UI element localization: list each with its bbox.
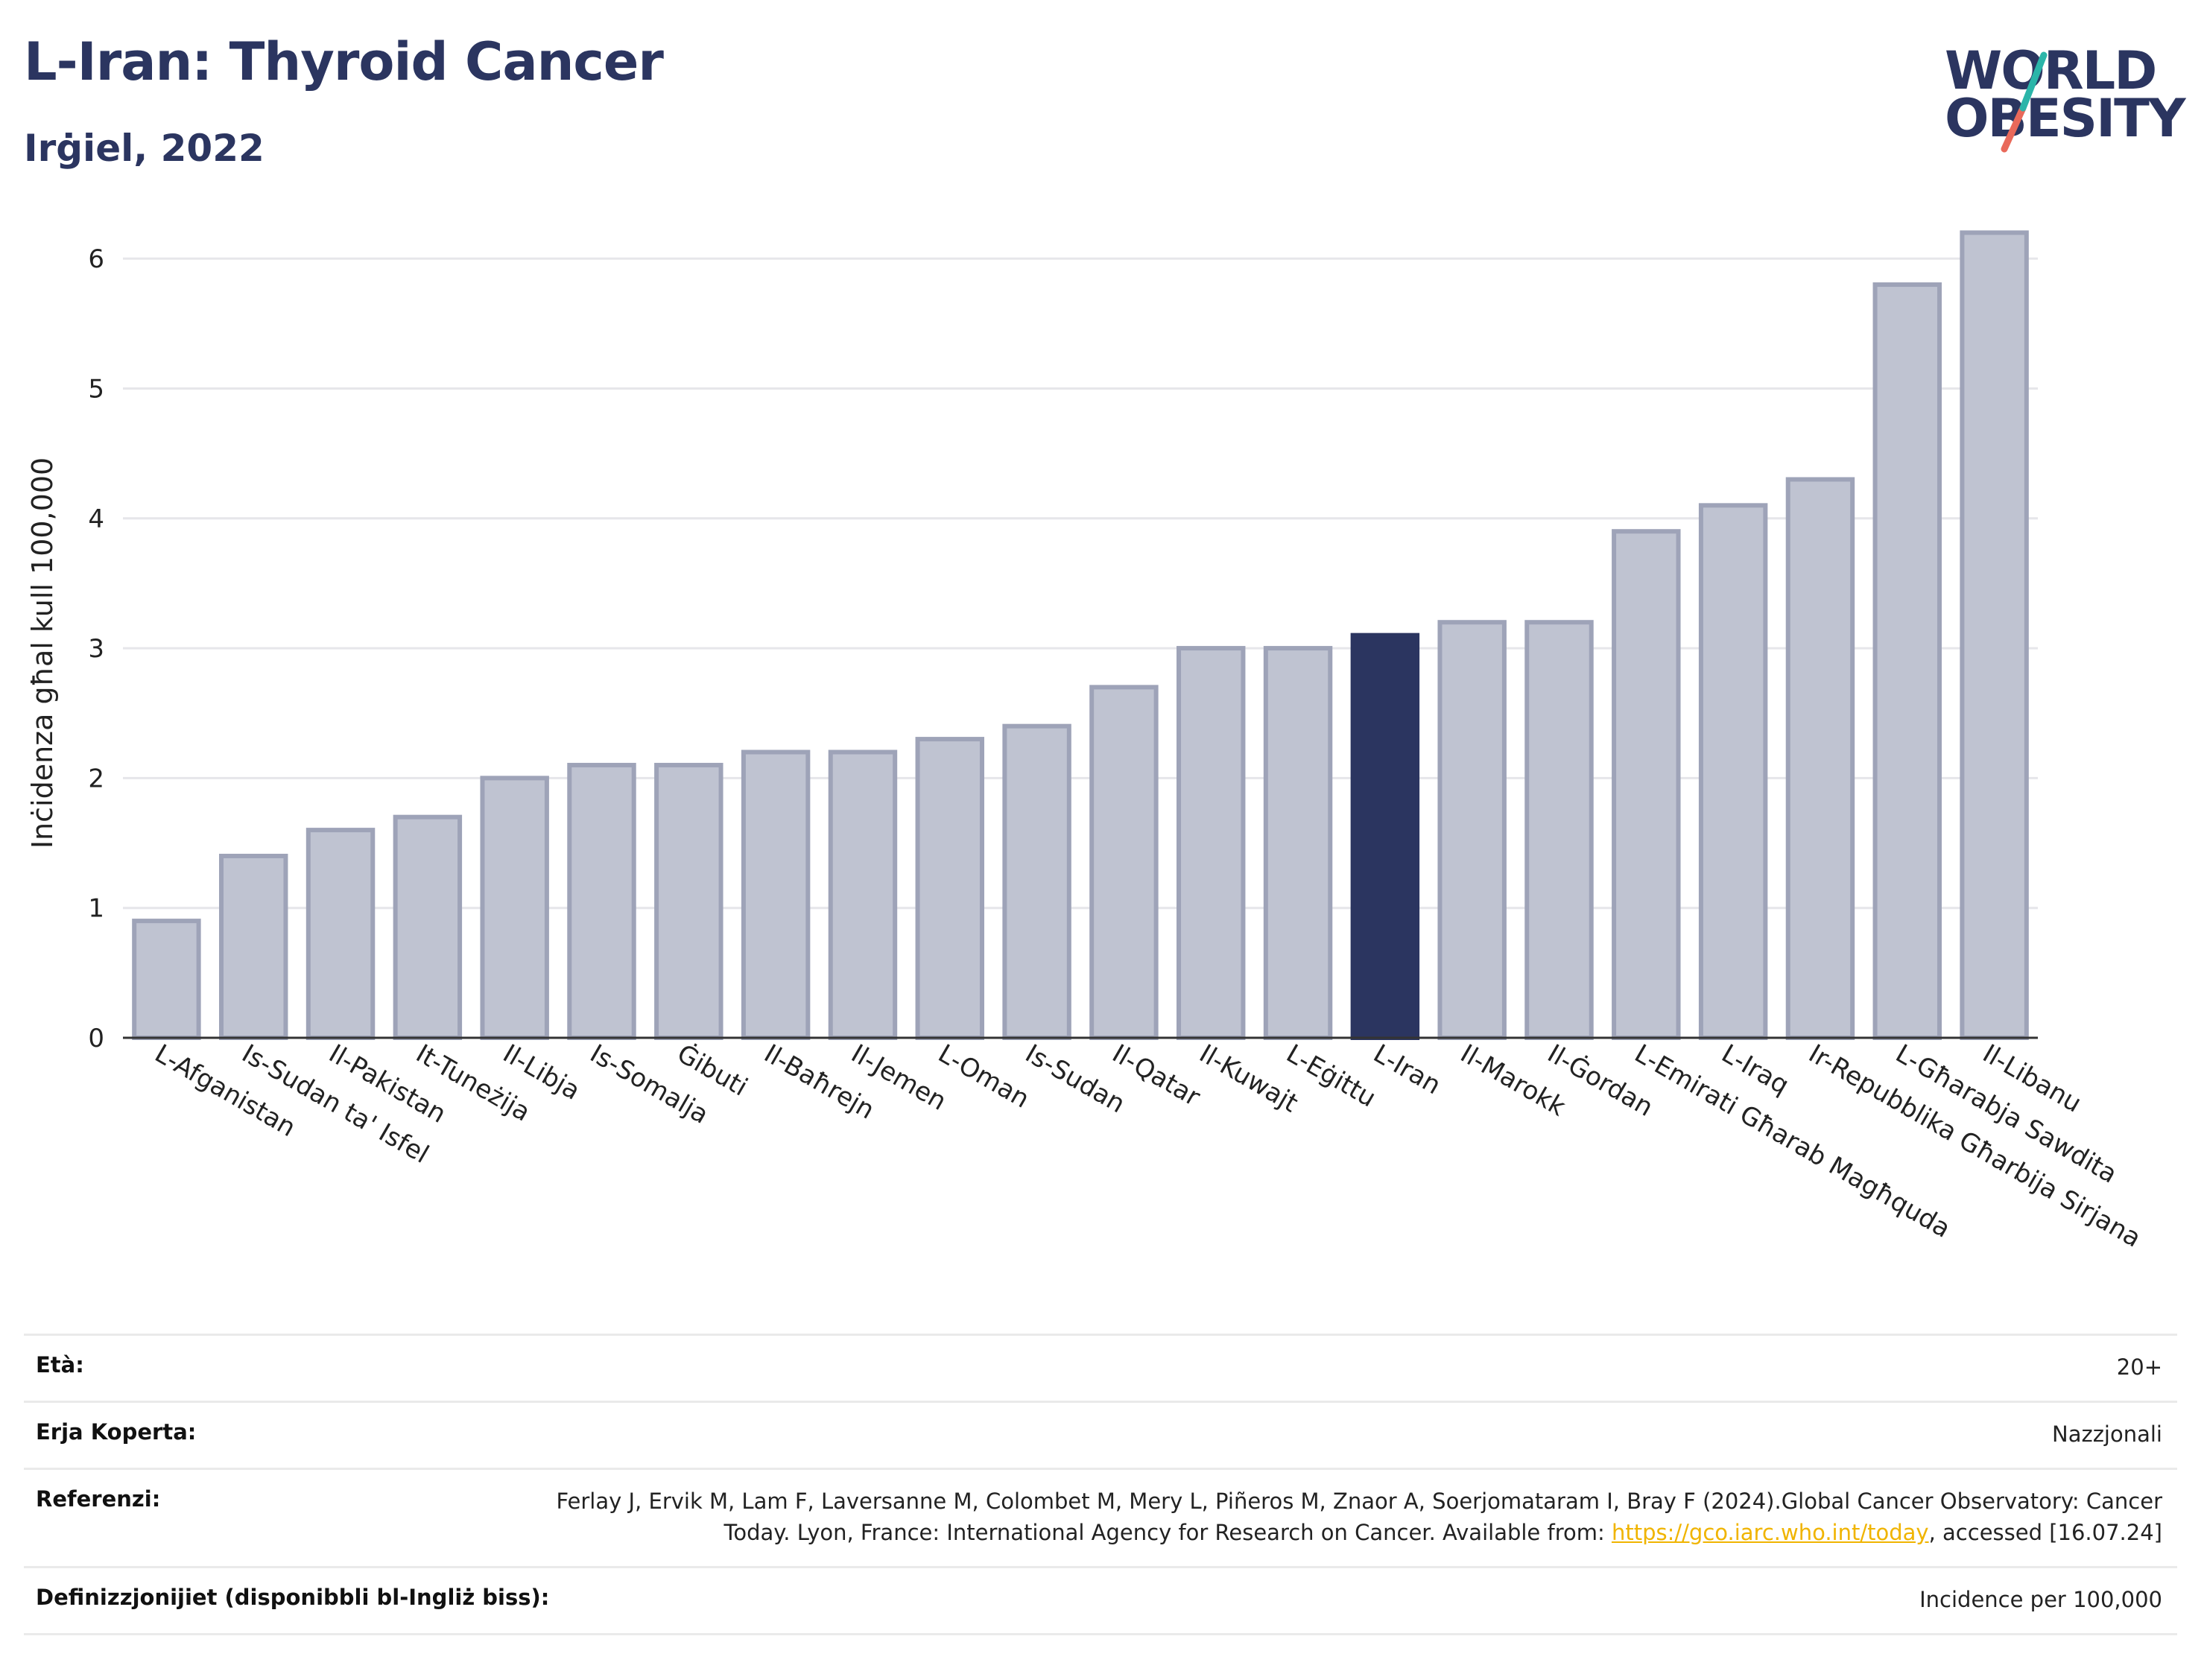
logo-line-2: OBESITY [1945, 88, 2186, 149]
y-tick-label: 5 [88, 374, 104, 404]
bar [567, 762, 636, 1040]
x-tick-label: L-Iran [1368, 1039, 1445, 1100]
bar [1263, 646, 1333, 1040]
bar [1437, 620, 1507, 1040]
bar [219, 853, 288, 1040]
y-tick-label: 3 [88, 634, 104, 664]
meta-label-age: Età: [36, 1352, 84, 1378]
meta-row-references: Referenzi: Ferlay J, Ervik M, Lam F, Lav… [24, 1468, 2177, 1565]
bar [393, 814, 463, 1041]
page-subtitle: Irġiel, 2022 [24, 127, 265, 170]
y-tick-label: 6 [88, 244, 104, 274]
bar [741, 749, 811, 1040]
bar [1698, 503, 1768, 1041]
bar [915, 737, 984, 1040]
x-tick-label: Is-Sudan [1020, 1039, 1130, 1119]
y-tick-label: 2 [88, 764, 104, 793]
bar [132, 919, 201, 1040]
meta-label-area: Erja Koperta: [36, 1419, 197, 1445]
metadata-table: Età: 20+ Erja Koperta: Nazzjonali Refere… [24, 1334, 2177, 1635]
y-tick-label: 1 [88, 894, 104, 924]
x-tick-label: L-Oman [933, 1039, 1034, 1115]
world-obesity-logo: WORLD OBESITY [1945, 30, 2191, 156]
logo-line-1: WORLD [1945, 40, 2157, 101]
bar [1089, 685, 1159, 1040]
y-tick-label: 0 [88, 1024, 104, 1053]
bar [1872, 282, 1942, 1040]
bar [1177, 646, 1246, 1040]
y-tick-label: 4 [88, 504, 104, 534]
reference-text: Ferlay J, Ervik M, Lam F, Laversanne M, … [556, 1489, 2162, 1545]
meta-row-area: Erja Koperta: Nazzjonali [24, 1401, 2177, 1468]
reference-accessed: , accessed [16.07.24] [1928, 1519, 2162, 1545]
bar [305, 828, 376, 1040]
reference-link[interactable]: https://gco.iarc.who.int/today [1611, 1519, 1929, 1545]
meta-value-age: 20+ [2116, 1354, 2162, 1380]
meta-value-references: Ferlay J, Ervik M, Lam F, Laversanne M, … [486, 1486, 2162, 1547]
bar [828, 749, 898, 1040]
logo-slash-icon [2001, 51, 2048, 153]
bar [480, 776, 549, 1041]
meta-value-area: Nazzjonali [2052, 1421, 2162, 1448]
meta-label-definitions: Definizzjonijiet (disponibbli bl-Ingliż … [36, 1584, 550, 1610]
bar [1002, 723, 1071, 1041]
bar [1785, 477, 1855, 1040]
bar [1524, 620, 1594, 1040]
meta-row-age: Età: 20+ [24, 1334, 2177, 1401]
x-tick-label: Ir-Repubblika Għarbija Sirjana [1803, 1039, 2146, 1253]
x-tick-label: Il-Kuwajt [1194, 1039, 1303, 1118]
meta-label-references: Referenzi: [36, 1486, 161, 1512]
meta-value-definitions: Incidence per 100,000 [1919, 1586, 2162, 1612]
meta-row-definitions: Definizzjonijiet (disponibbli bl-Ingliż … [24, 1565, 2177, 1635]
bar [1960, 230, 2029, 1040]
bar-highlight [1350, 633, 1420, 1040]
y-axis-label: Inċidenza għal kull 100,000 [26, 457, 59, 849]
bar [1612, 529, 1681, 1040]
bar [654, 762, 723, 1040]
page-title: L-Iran: Thyroid Cancer [24, 31, 664, 92]
